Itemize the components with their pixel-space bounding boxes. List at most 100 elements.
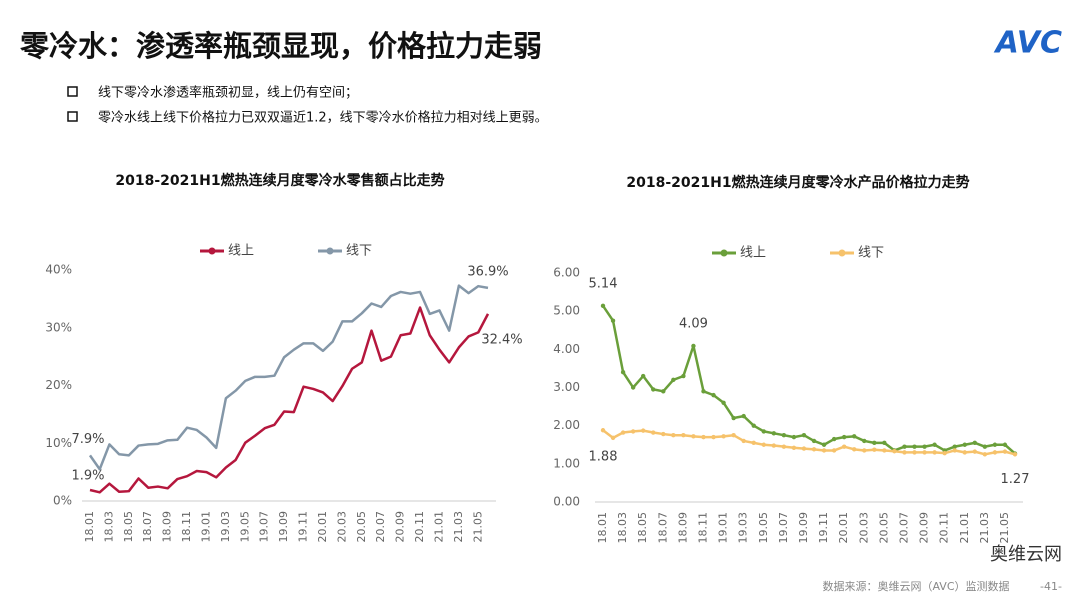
point <box>721 400 726 405</box>
y-tick-label: 10% <box>45 436 72 450</box>
point <box>671 433 676 438</box>
x-tick-label: 18.09 <box>161 511 174 543</box>
point <box>872 440 877 446</box>
point <box>771 431 777 436</box>
y-tick-label: 30% <box>45 320 72 334</box>
point <box>902 450 907 455</box>
page-number: -41- <box>1040 580 1062 593</box>
x-tick-label: 18.01 <box>83 511 96 543</box>
source: 数据来源：奥维云网（AVC）监测数据 <box>822 579 1009 593</box>
legend-marker <box>208 247 216 255</box>
point <box>661 389 666 394</box>
chart-title: 2018-2021H1燃热连续月度零冷水产品价格拉力走势 <box>626 174 969 191</box>
y-tick-label: 20% <box>45 378 72 392</box>
x-tick-label: 19.05 <box>757 512 770 544</box>
x-tick-label: 18.07 <box>141 511 154 543</box>
x-tick-label: 19.07 <box>258 511 271 543</box>
point <box>882 440 887 446</box>
point <box>992 450 998 455</box>
point <box>872 447 877 452</box>
x-tick-label: 18.09 <box>676 512 689 544</box>
point <box>731 415 736 421</box>
point <box>972 440 978 446</box>
legend-marker <box>326 247 334 255</box>
point <box>771 443 777 448</box>
point <box>841 434 847 440</box>
point <box>761 442 766 447</box>
bullet-box <box>67 111 78 122</box>
y-tick-label: 1.00 <box>553 456 580 470</box>
x-tick-label: 20.05 <box>355 511 368 543</box>
legend-marker <box>838 249 846 257</box>
point <box>610 318 616 323</box>
point <box>630 429 636 434</box>
data-label: 1.9% <box>71 469 104 484</box>
point <box>731 433 736 438</box>
point <box>892 449 897 454</box>
point <box>651 387 656 392</box>
logo: AVC <box>994 26 1062 61</box>
x-tick-label: 19.07 <box>777 512 790 544</box>
data-label: 7.9% <box>71 432 104 447</box>
point <box>741 413 746 419</box>
point <box>681 373 686 379</box>
point <box>761 429 766 434</box>
point <box>922 444 927 449</box>
point <box>962 450 967 455</box>
data-label: 1.27 <box>1001 472 1030 487</box>
point <box>831 436 837 442</box>
point <box>781 433 787 438</box>
point <box>640 373 646 379</box>
point <box>791 434 797 440</box>
point <box>942 450 947 456</box>
x-tick-label: 20.07 <box>897 512 910 544</box>
point <box>821 442 827 447</box>
x-tick-label: 21.05 <box>471 511 484 543</box>
x-tick-label: 20.01 <box>316 511 329 543</box>
point <box>902 444 907 449</box>
point <box>852 434 857 439</box>
data-label: 5.14 <box>589 276 618 291</box>
x-tick-label: 19.03 <box>219 511 232 543</box>
point <box>952 444 957 449</box>
point <box>691 434 696 439</box>
point <box>701 434 706 440</box>
x-tick-label: 21.03 <box>452 511 465 543</box>
point <box>801 446 807 451</box>
point <box>982 444 988 449</box>
x-tick-label: 18.05 <box>122 511 135 543</box>
x-tick-label: 19.03 <box>737 512 750 544</box>
series-line <box>601 305 1016 455</box>
data-label: 4.09 <box>679 316 708 331</box>
point <box>681 433 686 438</box>
point <box>661 431 666 437</box>
x-tick-label: 20.03 <box>335 511 348 543</box>
y-tick-label: 6.00 <box>553 266 580 280</box>
bullet: 线下零冷水渗透率瓶颈初显，线上仍有空间； <box>98 85 358 101</box>
y-tick-label: 5.00 <box>553 304 580 318</box>
point <box>620 430 626 435</box>
x-tick-label: 21.03 <box>978 512 991 544</box>
y-tick-label: 0% <box>53 494 72 508</box>
x-tick-label: 18.03 <box>102 511 115 543</box>
point <box>862 438 867 444</box>
wechat-mark: 奥维云网 <box>990 544 1062 565</box>
bullet-box <box>67 86 78 97</box>
y-tick-label: 0.00 <box>553 495 580 509</box>
legend-label: 线下 <box>346 244 372 259</box>
x-tick-label: 18.01 <box>596 512 609 544</box>
y-tick-label: 2.00 <box>553 418 580 432</box>
point <box>982 452 988 457</box>
x-tick-label: 20.11 <box>938 512 951 544</box>
point <box>922 450 927 455</box>
x-tick-label: 18.11 <box>696 512 709 544</box>
point <box>992 442 998 447</box>
point <box>721 434 726 439</box>
point <box>821 448 827 453</box>
point <box>932 442 937 447</box>
x-tick-label: 20.09 <box>394 511 407 543</box>
x-tick-label: 19.11 <box>817 512 830 544</box>
point <box>751 423 756 428</box>
bullet: 零冷水线上线下价格拉力已双双逼近1.2，线下零冷水价格拉力相对线上更弱。 <box>98 110 548 126</box>
x-tick-label: 18.03 <box>616 512 629 544</box>
